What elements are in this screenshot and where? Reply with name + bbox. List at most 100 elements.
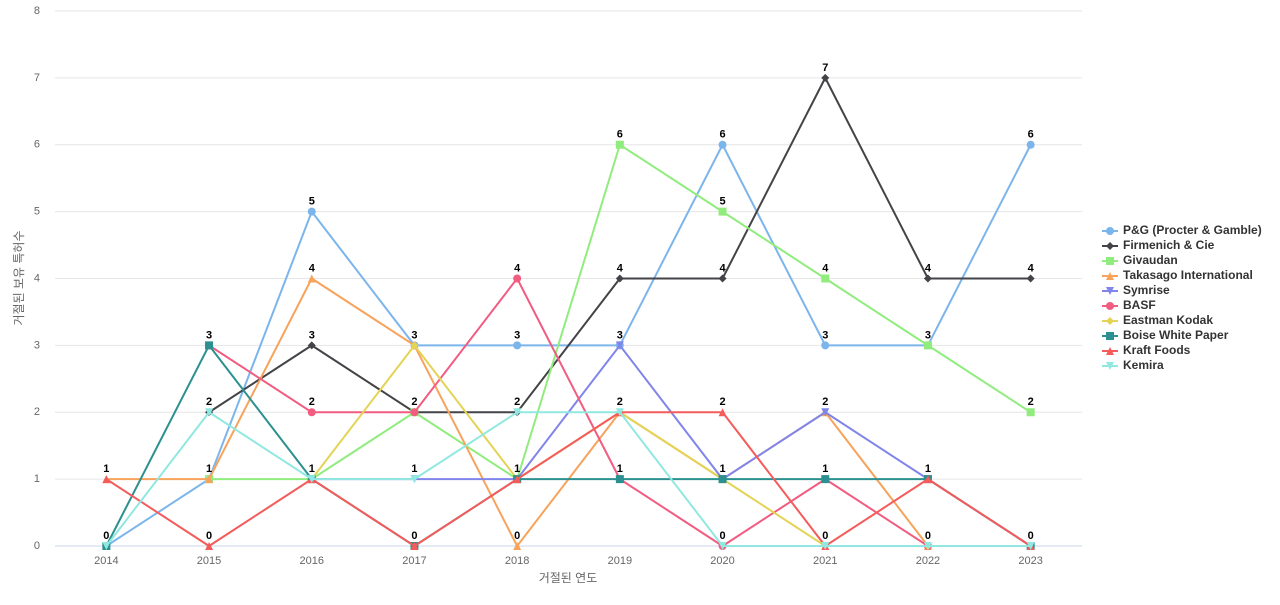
legend-item: Givaudan	[1102, 253, 1178, 267]
marker	[513, 274, 522, 283]
legend-item: Takasago International	[1102, 268, 1253, 282]
marker	[1026, 408, 1035, 417]
series-line	[209, 143, 1032, 481]
legend-item: Boise White Paper	[1102, 328, 1229, 342]
marker	[205, 475, 214, 484]
y-tick-label: 5	[34, 206, 40, 218]
x-tick-label: 2020	[710, 555, 734, 567]
legend-label: BASF	[1123, 298, 1156, 312]
data-label: 0	[103, 530, 109, 542]
marker	[718, 542, 727, 550]
data-label: 2	[514, 396, 520, 408]
marker	[1106, 317, 1114, 325]
series-line	[105, 343, 1032, 548]
data-label: 5	[309, 196, 315, 208]
marker	[410, 408, 419, 417]
marker	[718, 207, 727, 216]
data-label: 1	[411, 463, 417, 475]
legend-item: Kraft Foods	[1102, 343, 1191, 357]
data-label: 2	[411, 396, 417, 408]
legend-label: Takasago International	[1123, 268, 1253, 282]
marker	[1106, 287, 1114, 295]
data-label: 1	[309, 463, 315, 475]
data-label: 0	[411, 530, 417, 542]
data-label: 2	[617, 396, 623, 408]
marker	[615, 274, 624, 283]
data-label: 4	[822, 262, 829, 274]
data-label: 4	[719, 262, 726, 274]
x-tick-label: 2021	[813, 555, 837, 567]
y-tick-label: 0	[34, 540, 40, 552]
data-label: 2	[309, 396, 315, 408]
marker	[1106, 272, 1114, 280]
y-axis-label: 거절된 보유 특허수	[12, 231, 26, 326]
marker	[410, 475, 419, 484]
data-label: 1	[514, 463, 520, 475]
marker	[923, 542, 932, 550]
data-label: 4	[1028, 262, 1035, 274]
data-label: 4	[514, 262, 521, 274]
legend-item: Kemira	[1102, 358, 1164, 372]
series	[102, 408, 1035, 550]
marker	[821, 341, 830, 350]
marker	[513, 408, 522, 417]
marker	[923, 475, 932, 484]
marker	[307, 408, 316, 417]
marker	[307, 341, 316, 350]
marker	[205, 542, 214, 550]
legend-label: Kemira	[1123, 358, 1164, 372]
x-tick-label: 2014	[94, 555, 118, 567]
marker	[923, 341, 932, 350]
legend-label: Boise White Paper	[1123, 328, 1229, 342]
marker	[205, 341, 214, 350]
legend-label: Symrise	[1123, 283, 1170, 297]
data-label: 4	[617, 262, 624, 274]
x-tick-label: 2016	[300, 555, 324, 567]
x-tick-label: 2018	[505, 555, 529, 567]
marker	[307, 475, 316, 484]
x-axis-label: 거절된 연도	[539, 571, 598, 585]
marker	[821, 542, 830, 550]
data-label: 3	[206, 329, 212, 341]
data-label: 0	[514, 530, 520, 542]
data-label: 3	[822, 329, 828, 341]
marker	[615, 341, 624, 350]
marker	[1106, 227, 1114, 235]
marker	[923, 274, 932, 283]
data-label: 1	[103, 463, 109, 475]
data-label: 3	[309, 329, 315, 341]
y-tick-label: 8	[34, 5, 40, 17]
data-label: 3	[514, 329, 520, 341]
y-tick-label: 7	[34, 72, 40, 84]
y-tick-label: 2	[34, 406, 40, 418]
marker	[1026, 140, 1035, 149]
series	[205, 140, 1035, 484]
marker	[205, 408, 214, 417]
data-label: 6	[719, 129, 725, 141]
data-label: 7	[822, 62, 828, 74]
data-label: 2	[1028, 396, 1034, 408]
marker	[821, 475, 830, 484]
marker	[1106, 302, 1114, 310]
series-line	[105, 411, 1032, 548]
marker	[1106, 257, 1114, 265]
marker	[821, 408, 830, 417]
data-label: 3	[411, 329, 417, 341]
marker	[513, 542, 522, 550]
legend-label: Givaudan	[1123, 253, 1178, 267]
data-label: 0	[206, 530, 212, 542]
marker	[410, 542, 419, 550]
legend-label: Firmenich & Cie	[1123, 238, 1215, 252]
x-tick-label: 2022	[916, 555, 940, 567]
marker	[615, 475, 624, 484]
y-tick-label: 6	[34, 139, 40, 151]
marker	[821, 73, 830, 82]
y-tick-label: 1	[34, 473, 40, 485]
legend-item: Firmenich & Cie	[1102, 238, 1215, 252]
x-tick-label: 2023	[1018, 555, 1042, 567]
marker	[410, 341, 419, 350]
marker	[718, 274, 727, 283]
legend-label: P&G (Procter & Gamble)	[1123, 223, 1262, 237]
marker	[102, 475, 111, 484]
